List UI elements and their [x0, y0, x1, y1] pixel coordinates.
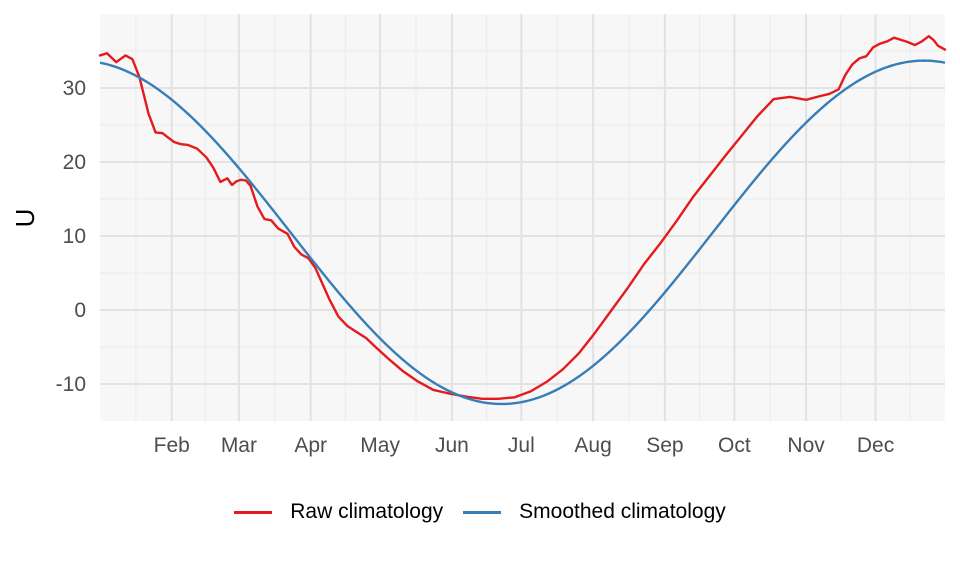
x-tick-label: Jul: [508, 434, 535, 457]
legend: Raw climatology Smoothed climatology: [0, 500, 960, 524]
legend-key-raw: [234, 510, 273, 514]
legend-label-smoothed: Smoothed climatology: [519, 500, 726, 523]
y-axis: -10 0 10 20 30: [56, 77, 86, 396]
x-tick-label: Jun: [435, 434, 469, 457]
series-layer: [98, 35, 947, 406]
x-tick-label: Dec: [857, 434, 894, 457]
x-tick-label: Feb: [154, 434, 190, 457]
x-axis: Feb Mar Apr May Jun Jul Aug Sep Oct Nov Dec: [154, 434, 895, 457]
y-tick-label: 0: [74, 299, 86, 322]
legend-item-smoothed: Smoothed climatology: [463, 500, 726, 524]
legend-label-raw: Raw climatology: [290, 500, 444, 523]
series-line-raw: [98, 35, 947, 400]
x-tick-label: Aug: [574, 434, 611, 457]
grid: [100, 14, 945, 421]
x-tick-label: Nov: [787, 434, 825, 457]
x-tick-label: Mar: [221, 434, 257, 457]
y-tick-label: 30: [63, 77, 86, 100]
x-tick-label: May: [360, 434, 400, 457]
y-tick-label: 10: [63, 225, 86, 248]
legend-item-raw: Raw climatology: [234, 500, 443, 524]
y-axis-title: U: [10, 209, 40, 228]
plot-background: [100, 14, 945, 421]
x-tick-label: Sep: [646, 434, 683, 457]
x-tick-label: Apr: [294, 434, 327, 457]
y-tick-label: -10: [56, 373, 86, 396]
y-tick-label: 20: [63, 151, 86, 174]
x-tick-label: Oct: [718, 434, 751, 457]
series-line-smoothed: [99, 59, 946, 406]
legend-key-smoothed: [463, 510, 502, 514]
